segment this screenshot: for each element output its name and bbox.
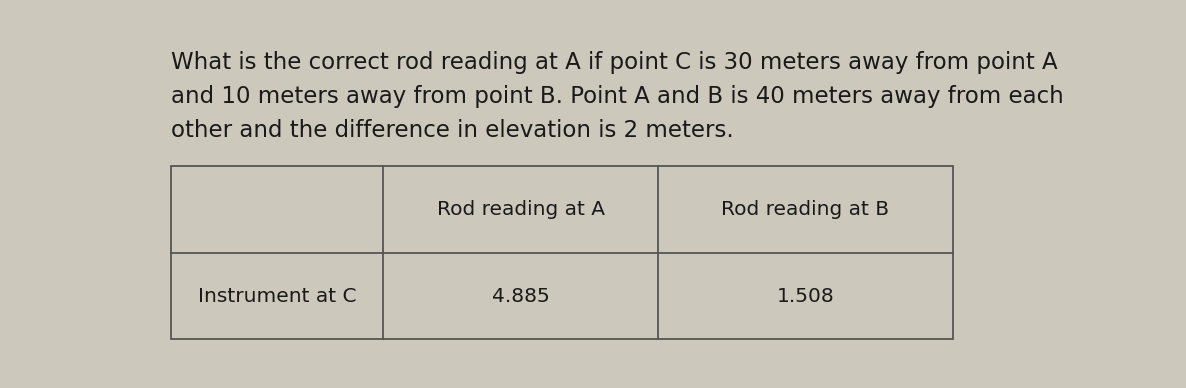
Text: 4.885: 4.885 [492,286,549,305]
Text: Instrument at C: Instrument at C [198,286,356,305]
Text: 1.508: 1.508 [777,286,834,305]
Text: Rod reading at A: Rod reading at A [436,200,605,219]
Text: Rod reading at B: Rod reading at B [721,200,890,219]
Text: What is the correct rod reading at A if point C is 30 meters away from point A
a: What is the correct rod reading at A if … [171,51,1064,142]
